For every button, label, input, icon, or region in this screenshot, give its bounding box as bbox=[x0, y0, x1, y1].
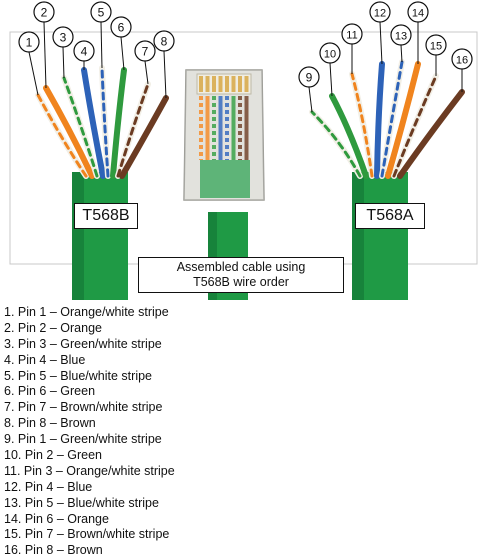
callout-4: 4 bbox=[73, 40, 95, 70]
connector-contacts bbox=[199, 76, 249, 92]
callout-6-label: 6 bbox=[118, 21, 125, 35]
legend-item: 8. Pin 8 – Brown bbox=[4, 416, 96, 431]
legend-item: 12. Pin 4 – Blue bbox=[4, 479, 93, 494]
caption-line-1: Assembled cable using bbox=[176, 260, 306, 274]
legend-item: 15. Pin 7 – Brown/white stripe bbox=[4, 527, 170, 542]
callout-12-label: 12 bbox=[374, 8, 386, 20]
callout-13-label: 13 bbox=[395, 31, 407, 43]
right-cable bbox=[309, 59, 465, 300]
callout-4-label: 4 bbox=[81, 45, 88, 59]
legend-item: 3. Pin 3 – Green/white stripe bbox=[4, 336, 162, 351]
callout-10-label: 10 bbox=[324, 49, 336, 61]
callout-11-label: 11 bbox=[346, 30, 357, 42]
callout-5: 5 bbox=[90, 1, 112, 69]
callout-6: 6 bbox=[110, 16, 132, 71]
legend-item: 1. Pin 1 – Orange/white stripe bbox=[4, 305, 169, 319]
callout-15-label: 15 bbox=[430, 41, 442, 53]
callout-3-label: 3 bbox=[60, 31, 67, 45]
callout-2: 2 bbox=[33, 1, 55, 89]
callout-9-label: 9 bbox=[306, 71, 313, 85]
legend-item: 11. Pin 3 – Orange/white stripe bbox=[4, 463, 175, 478]
legend-item: 6. Pin 6 – Green bbox=[4, 384, 96, 399]
callout-2-label: 2 bbox=[41, 6, 48, 20]
t568b-label: T568B bbox=[74, 203, 138, 229]
callout-14: 14 bbox=[407, 1, 429, 64]
callout-9: 9 bbox=[298, 66, 320, 113]
legend-item: 10. Pin 2 – Green bbox=[4, 448, 102, 463]
legend-item: 7. Pin 7 – Brown/white stripe bbox=[4, 400, 163, 415]
legend-item: 9. Pin 1 – Green/white stripe bbox=[4, 432, 162, 447]
legend-item: 2. Pin 2 – Orange bbox=[4, 320, 102, 335]
legend-item: 4. Pin 4 – Blue bbox=[4, 352, 86, 367]
callout-1-label: 1 bbox=[26, 36, 33, 50]
right-wires bbox=[309, 59, 465, 179]
callout-7-label: 7 bbox=[142, 45, 149, 59]
callout-10: 10 bbox=[319, 42, 341, 97]
callout-14-label: 14 bbox=[412, 8, 424, 20]
assembled-cable-caption: Assembled cable using T568B wire order bbox=[138, 257, 344, 293]
callout-13: 13 bbox=[390, 24, 412, 63]
callout-3: 3 bbox=[52, 26, 74, 79]
callout-8-label: 8 bbox=[161, 35, 168, 49]
legend-item: 13. Pin 5 – Blue/white stripe bbox=[4, 495, 159, 510]
connector-wires bbox=[199, 96, 249, 160]
cable-illustration: 1 2 3 4 5 6 7 bbox=[9, 1, 478, 300]
callout-1: 1 bbox=[18, 31, 40, 96]
legend-item: 5. Pin 5 – Blue/white stripe bbox=[4, 368, 152, 383]
caption-line-2: T568B wire order bbox=[193, 275, 289, 289]
callout-16: 16 bbox=[451, 48, 473, 92]
callout-11: 11 bbox=[341, 23, 363, 74]
callout-15: 15 bbox=[425, 34, 447, 76]
callout-5-label: 5 bbox=[98, 6, 105, 20]
callout-12: 12 bbox=[369, 1, 391, 65]
t568a-label: T568A bbox=[355, 203, 425, 229]
assembled-cable bbox=[183, 69, 265, 300]
cable-diagram: 1 2 3 4 5 6 7 bbox=[9, 1, 478, 300]
callout-7: 7 bbox=[134, 40, 156, 85]
callout-16-label: 16 bbox=[456, 55, 468, 67]
callout-8: 8 bbox=[153, 30, 175, 99]
pin-legend: 1. Pin 1 – Orange/white stripe 2. Pin 2 … bbox=[4, 305, 175, 559]
left-jacket-shade bbox=[72, 172, 84, 300]
left-wires bbox=[35, 65, 169, 179]
legend-item: 14. Pin 6 – Orange bbox=[4, 511, 109, 526]
legend-item: 16. Pin 8 – Brown bbox=[4, 543, 103, 558]
